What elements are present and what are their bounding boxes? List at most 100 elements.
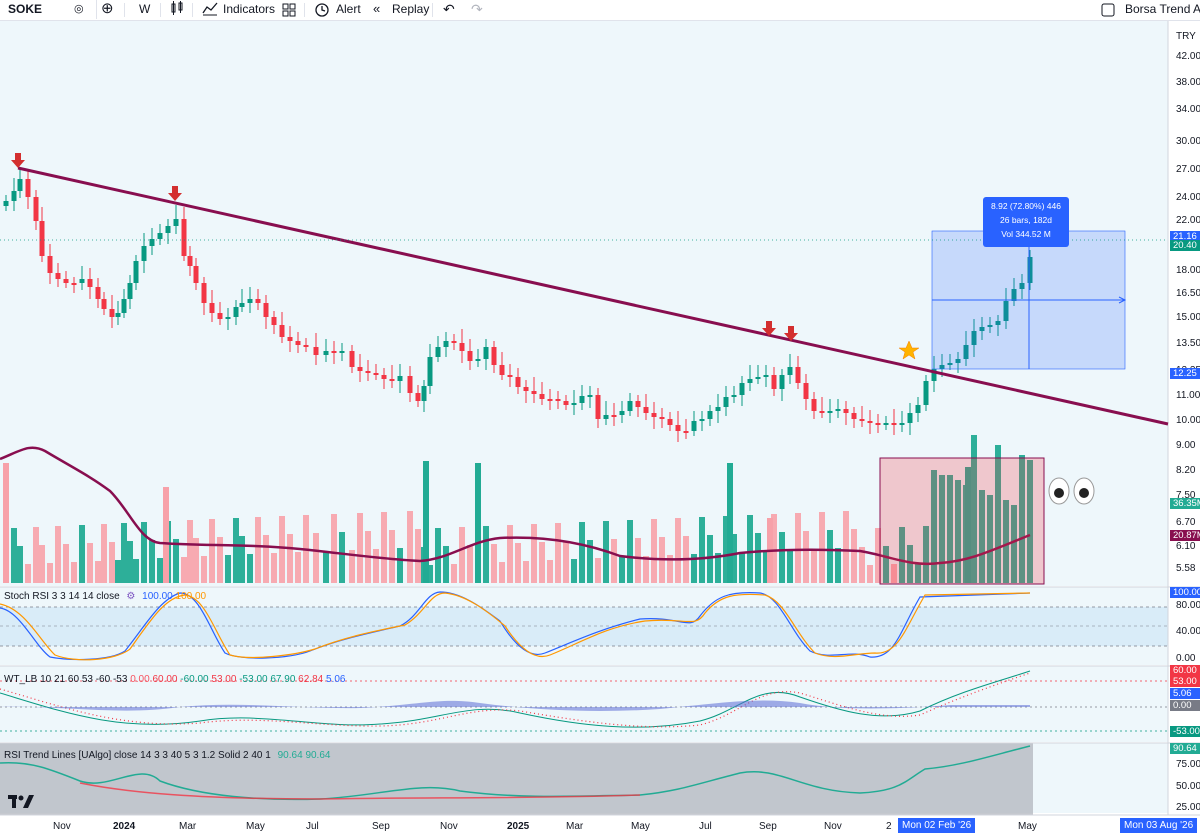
chart-canvas[interactable]	[0, 21, 1200, 836]
stoch-legend[interactable]: Stoch RSI 3 3 14 14 close ⚙ 100.00 100.0…	[4, 591, 206, 602]
time-axis-label: Nov	[53, 821, 71, 832]
volume-bar	[803, 531, 809, 583]
candle-body	[971, 331, 977, 345]
volume-bar	[255, 517, 261, 583]
volume-bar	[883, 546, 889, 583]
replay-icon[interactable]: «	[373, 1, 381, 16]
candle-body	[1019, 283, 1025, 289]
candle-body	[331, 351, 337, 353]
time-axis-label: Sep	[372, 821, 390, 832]
undo-icon[interactable]: ↶	[443, 1, 455, 17]
replay-button[interactable]: Replay	[392, 2, 430, 16]
volume-bar	[443, 546, 449, 583]
volume-bar	[173, 539, 179, 583]
time-axis-label: Mar	[566, 821, 584, 832]
volume-bar	[331, 514, 337, 583]
currency-label: TRY	[1176, 31, 1196, 42]
tradingview-logo-icon	[8, 793, 34, 814]
redo-icon[interactable]: ↷	[471, 1, 483, 17]
rsi-legend[interactable]: RSI Trend Lines [UAlgo] close 14 3 3 40 …	[4, 750, 330, 761]
volume-bar	[635, 538, 641, 583]
wt-pane-bg	[0, 666, 1168, 742]
candle-body	[995, 321, 1001, 325]
interval-button[interactable]: W	[139, 2, 151, 16]
indicators-icon[interactable]	[202, 0, 218, 20]
candle-body	[667, 419, 673, 425]
candle-body	[427, 357, 433, 386]
volume-bar	[101, 524, 107, 583]
volume-bar	[771, 514, 777, 583]
volume-bar	[971, 435, 977, 583]
time-axis-label: 2	[886, 821, 892, 832]
wt-title: WT_LB 10 21 60 53 -60 -53	[4, 674, 128, 685]
volume-bar	[651, 519, 657, 583]
candle-body	[595, 395, 601, 419]
volume-bar	[667, 555, 673, 583]
price-tag: 20.87M	[1170, 530, 1200, 541]
volume-bar	[691, 554, 697, 583]
templates-grid-icon[interactable]	[282, 0, 296, 20]
volume-bar	[707, 535, 713, 583]
wt1-line	[0, 670, 1031, 728]
layout-name[interactable]: Borsa Trend A...	[1125, 2, 1200, 16]
candle-body	[587, 395, 593, 397]
settings-icon[interactable]: ⚙	[126, 591, 136, 602]
candle-body	[739, 383, 745, 395]
candle-body	[157, 233, 163, 239]
volume-bar	[955, 480, 961, 583]
candle-body	[55, 273, 61, 279]
price-tick-label: 7.50	[1176, 490, 1196, 501]
volume-bar	[239, 536, 245, 583]
candle-body	[683, 431, 689, 433]
indicators-button[interactable]: Indicators	[223, 2, 276, 16]
candle-body	[619, 411, 625, 415]
volume-bar	[435, 528, 441, 583]
wt-legend[interactable]: WT_LB 10 21 60 53 -60 -53 0.00 60.00 -60…	[4, 674, 345, 685]
volume-bar	[939, 475, 945, 583]
layout-checkbox-icon[interactable]	[1101, 0, 1115, 20]
volume-bar	[381, 512, 387, 583]
volume-bar	[217, 537, 223, 583]
alert-clock-icon[interactable]	[314, 0, 330, 20]
candle-body	[11, 191, 17, 201]
candle-body	[659, 417, 665, 419]
volume-bar	[193, 538, 199, 583]
candle-body	[165, 226, 171, 233]
candle-body	[149, 239, 155, 246]
alert-button[interactable]: Alert	[336, 2, 361, 16]
candle-body	[723, 397, 729, 407]
candle-body	[193, 266, 199, 283]
volume-bar	[1011, 505, 1017, 583]
volume-bar	[397, 548, 403, 583]
candle-body	[225, 317, 231, 319]
volume-bar	[675, 518, 681, 583]
time-axis-label: Nov	[440, 821, 458, 832]
wt-tag: 60.00	[1170, 665, 1200, 676]
volume-bar	[127, 541, 133, 583]
candle-body	[313, 347, 319, 355]
volume-bar	[827, 530, 833, 583]
symbol-name[interactable]: SOKE	[8, 2, 43, 16]
price-tick-label: 38.00	[1176, 77, 1200, 88]
candle-body	[475, 359, 481, 361]
wt-value: -60.00	[177, 674, 209, 685]
candle-body	[33, 197, 39, 221]
candle-body	[271, 317, 277, 325]
candle-style-icon[interactable]	[170, 0, 184, 20]
chart-area[interactable]: Stoch RSI 3 3 14 14 close ⚙ 100.00 100.0…	[0, 21, 1200, 836]
time-axis-label: May	[1018, 821, 1037, 832]
compare-add-icon[interactable]: ⊕	[101, 0, 114, 17]
candle-body	[415, 393, 421, 401]
symbol-menu-icon[interactable]: ◎	[74, 3, 84, 15]
candle-body	[771, 375, 777, 389]
volume-bar	[71, 562, 77, 583]
candle-body	[421, 386, 427, 401]
volume-bar	[247, 554, 253, 583]
wt-value: 0.00	[130, 674, 150, 685]
candle-body	[691, 421, 697, 431]
candle-body	[563, 401, 569, 405]
candle-body	[467, 351, 473, 361]
volume-bar	[995, 445, 1001, 583]
symbol-search[interactable]: SOKE ◎	[0, 0, 97, 19]
candle-body	[141, 246, 147, 261]
